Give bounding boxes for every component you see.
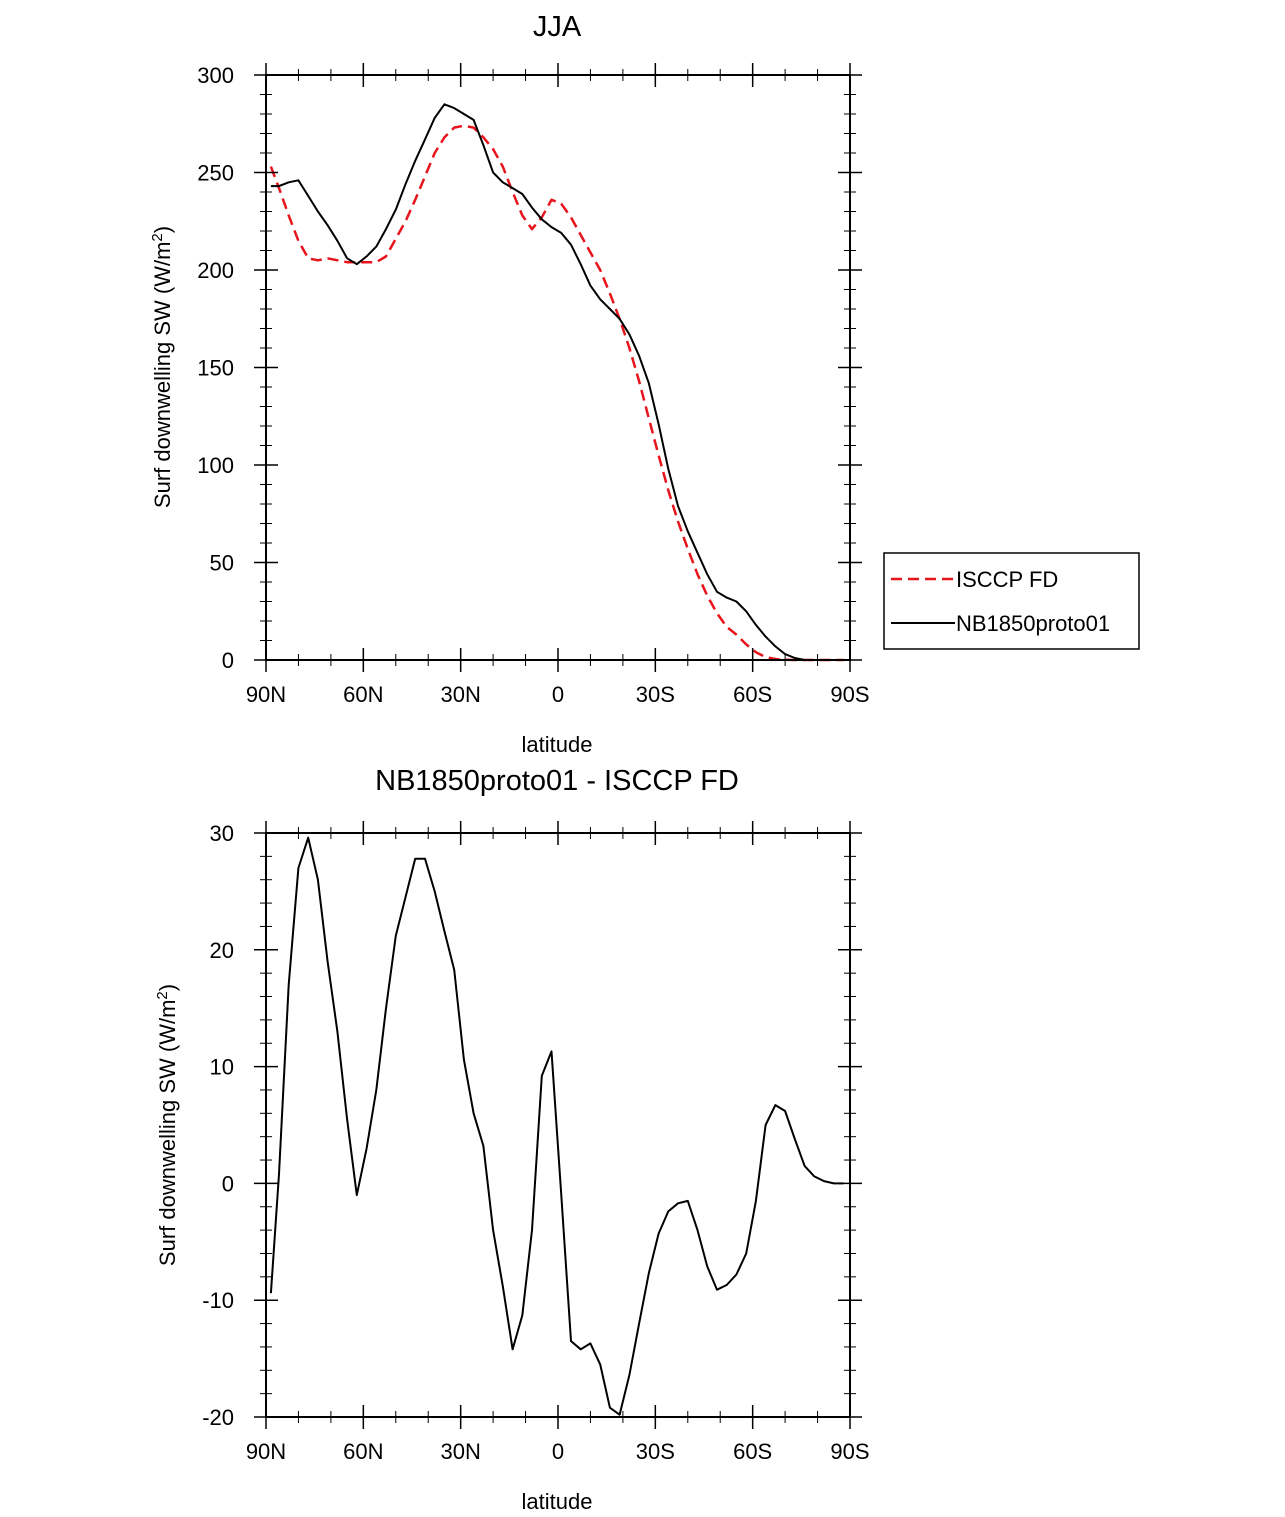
top-y-axis-title: Surf downwelling SW (W/m2) — [149, 226, 175, 508]
legend-label-model: NB1850proto01 — [956, 611, 1110, 636]
top-chart-title: JJA — [533, 11, 582, 43]
bottom-plot-frame — [265, 832, 851, 1418]
bottom-y-tick-label: 0 — [222, 1171, 234, 1196]
bottom-y-tick-label: -10 — [202, 1288, 234, 1313]
bottom-x-tick-label: 30N — [440, 1439, 480, 1464]
bottom-x-tick-label: 90N — [246, 1439, 286, 1464]
bottom-chart-title: NB1850proto01 - ISCCP FD — [375, 765, 739, 797]
top-x-tick-label: 30N — [440, 682, 480, 707]
bottom-y-tick-label: 20 — [210, 938, 234, 963]
top-series-line-isccp-fd — [269, 124, 844, 662]
top-x-axis-title: latitude — [522, 732, 593, 757]
legend-label-isccp: ISCCP FD — [956, 567, 1058, 592]
bottom-y-axis-title: Surf downwelling SW (W/m2) — [154, 984, 180, 1266]
bottom-x-tick-label: 30S — [636, 1439, 675, 1464]
top-x-tick-label: 60S — [733, 682, 772, 707]
top-x-tick-label: 0 — [552, 682, 564, 707]
top-chart-panel: JJA 90N 60N 30N 0 30S 60S 90S 0 50 100 150 200 250 30… — [149, 11, 1140, 757]
bottom-chart-panel: NB1850proto01 - ISCCP FD 90N 60N 30N 0 30S 60… — [154, 765, 870, 1514]
top-y-tick-label: 150 — [197, 356, 234, 381]
top-x-tick-label: 30S — [636, 682, 675, 707]
bottom-x-axis-title: latitude — [522, 1489, 593, 1514]
top-series-line-nb1850proto01 — [270, 103, 844, 661]
bottom-x-tick-label: 0 — [552, 1439, 564, 1464]
bottom-y-tick-label: 30 — [210, 821, 234, 846]
top-y-tick-label: 0 — [222, 648, 234, 673]
top-y-tick-label: 250 — [197, 161, 234, 186]
bottom-series-line-nb1850proto01-isccp-fd — [269, 836, 844, 1416]
top-y-tick-label: 300 — [197, 63, 234, 88]
top-y-tick-label: 100 — [197, 453, 234, 478]
top-y-tick-label: 200 — [197, 258, 234, 283]
bottom-y-tick-label: -20 — [202, 1405, 234, 1430]
top-x-tick-label: 90S — [830, 682, 869, 707]
bottom-x-tick-label: 90S — [830, 1439, 869, 1464]
top-x-tick-label: 60N — [343, 682, 383, 707]
bottom-x-tick-label: 60N — [343, 1439, 383, 1464]
bottom-x-tick-label: 60S — [733, 1439, 772, 1464]
top-x-tick-label: 90N — [246, 682, 286, 707]
top-y-tick-label: 50 — [210, 551, 234, 576]
legend-box — [883, 552, 1140, 650]
top-plot-frame — [265, 74, 851, 661]
bottom-y-tick-label: 10 — [210, 1055, 234, 1080]
legend: ISCCP FD NB1850proto01 — [883, 552, 1140, 650]
